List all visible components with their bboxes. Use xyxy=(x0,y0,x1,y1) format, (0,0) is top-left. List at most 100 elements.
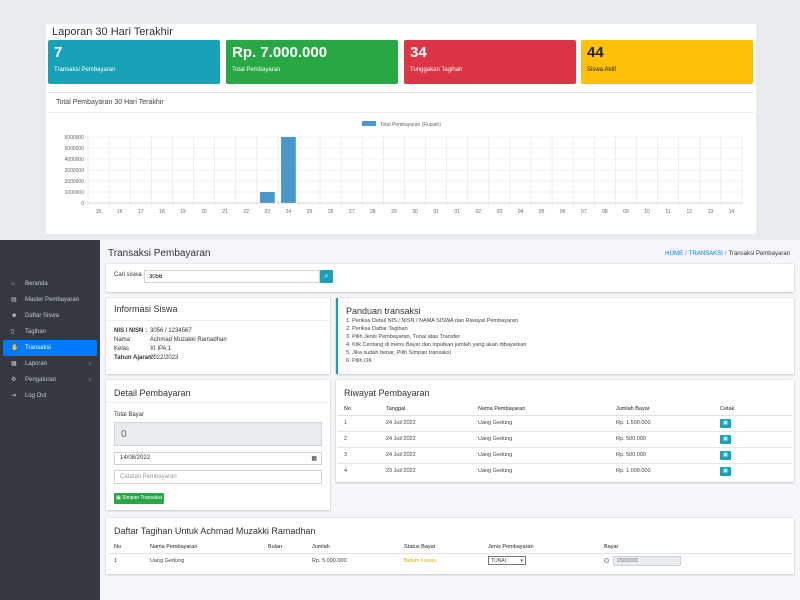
payment-type-value: TUNAI xyxy=(491,558,506,565)
chevron-left-icon: ‹ xyxy=(89,361,91,367)
save-transaction-label: Simpan Transaksi xyxy=(122,495,162,501)
legend-swatch xyxy=(362,121,376,126)
total-pay-field: 0 xyxy=(114,422,322,446)
info-key: Tahun Ajaran : xyxy=(114,355,156,361)
info-value: Achmad Muzakki Ramadhan xyxy=(150,337,227,343)
sidebar-item-pengaturan[interactable]: ⚙ Pengaturan ‹ xyxy=(3,372,97,388)
guide-step: 1. Periksa Detail NIS / NISN / NAMA SISW… xyxy=(346,318,518,324)
table-header-row: No Nama Pembayaran Bulan Jumlah Status B… xyxy=(108,542,792,554)
x-tick-label: 28 xyxy=(370,209,376,215)
payment-type-select[interactable]: TUNAI ▾ xyxy=(488,556,526,566)
pay-checkbox[interactable] xyxy=(604,557,609,563)
bill-pay-cell: 1500000 xyxy=(598,552,792,568)
y-tick-label: 4000000 xyxy=(65,157,85,163)
breadcrumb-separator: / xyxy=(724,251,727,257)
stat-value: 44 xyxy=(587,44,604,61)
history-name: Uang Gedung xyxy=(472,414,610,431)
sidebar-item-beranda[interactable]: ⌂ Beranda xyxy=(3,276,97,292)
report-title: Laporan 30 Hari Terakhir xyxy=(52,26,173,38)
total-pay-label: Total Bayar xyxy=(114,412,145,418)
y-tick-label: 6000000 xyxy=(65,135,85,141)
sidebar-item-daftar-siswa[interactable]: ☻ Daftar Siswa xyxy=(3,308,97,324)
sidebar-item-laporan[interactable]: ▦ Laporan ‹ xyxy=(3,356,97,372)
x-tick-label: 15 xyxy=(96,209,102,215)
chevron-left-icon: ‹ xyxy=(89,377,91,383)
print-icon: ▣ xyxy=(723,435,728,442)
student-search-input[interactable] xyxy=(144,270,320,283)
save-transaction-button[interactable]: ▣ Simpan Transaksi xyxy=(114,493,164,504)
history-no: 4 xyxy=(338,462,380,479)
info-value: XI IPA 1 xyxy=(150,346,172,352)
print-icon: ▣ xyxy=(723,451,728,458)
col-header: Jumlah xyxy=(306,542,398,554)
x-tick-label: 29 xyxy=(391,209,397,215)
history-amount: Rp. 1.500.000 xyxy=(610,414,714,431)
table-row: 1 Uang Gedung Rp. 5.000.000 Belum Lunas … xyxy=(108,552,792,568)
print-button[interactable]: ▣ xyxy=(720,450,731,460)
stat-label: Transaksi Pembayaran xyxy=(54,67,116,73)
x-tick-label: 17 xyxy=(138,209,144,215)
pay-amount-input[interactable]: 1500000 xyxy=(612,555,681,566)
payment-date-value: 14/08/2022 xyxy=(120,455,151,461)
x-tick-label: 16 xyxy=(117,209,123,215)
x-tick-label: 30 xyxy=(412,209,418,215)
x-tick-label: 25 xyxy=(307,209,313,215)
main-content: Transaksi Pembayaran HOME / TRANSAKSI / Tran… xyxy=(100,240,800,600)
print-button[interactable]: ▣ xyxy=(720,418,731,428)
print-button[interactable]: ▣ xyxy=(720,434,731,444)
col-header: Tanggal xyxy=(380,404,472,416)
x-tick-label: 06 xyxy=(560,209,566,215)
sidebar-item-label: Pengaturan xyxy=(25,377,57,383)
breadcrumb-current: Transaksi Pembayaran xyxy=(728,251,790,257)
x-tick-label: 23 xyxy=(265,209,271,215)
sidebar-item-label: Tagihan xyxy=(25,329,47,335)
breadcrumb-separator: / xyxy=(685,251,687,257)
col-header: Bayar xyxy=(598,542,792,554)
table-header-row: No Tanggal Nama Pembayaran Jumlah Bayar … xyxy=(338,404,792,416)
history-amount: Rp. 1.000.000 xyxy=(610,462,714,479)
history-date: 24 Juli 2022 xyxy=(380,446,472,463)
history-no: 2 xyxy=(338,430,380,447)
table-row: 3 24 Juli 2022 Uang Gedung Rp. 500.000 ▣ xyxy=(338,446,792,463)
payment-history-body: 1 24 Juli 2022 Uang Gedung Rp. 1.500.000 ▣ 2 2… xyxy=(338,414,792,479)
x-tick-label: 01 xyxy=(454,209,460,215)
history-date: 24 Juli 2022 xyxy=(380,414,472,431)
bill-table: No Nama Pembayaran Bulan Jumlah Status B… xyxy=(108,542,792,568)
col-header: No xyxy=(338,404,380,416)
sidebar-item-transaksi[interactable]: ✋ Transaksi xyxy=(3,340,97,356)
sidebar-item-master-pembayaran[interactable]: ▤ Master Pembayaran xyxy=(3,292,97,308)
payment-note-input[interactable]: Catatan Pembayaran xyxy=(114,470,322,484)
x-tick-label: 05 xyxy=(539,209,545,215)
x-tick-label: 22 xyxy=(243,209,249,215)
sidebar-item-tagihan[interactable]: ▯ Tagihan xyxy=(3,324,97,340)
x-tick-label: 09 xyxy=(623,209,629,215)
x-tick-label: 04 xyxy=(518,209,524,215)
col-header: Jumlah Bayar xyxy=(610,404,714,416)
payment-date-field[interactable]: 14/08/2022 ▦ xyxy=(114,452,322,465)
logout-icon: ⇥ xyxy=(11,393,17,399)
gear-icon: ⚙ xyxy=(11,377,17,383)
breadcrumb-transaksi[interactable]: TRANSAKSI xyxy=(688,251,723,257)
x-tick-label: 26 xyxy=(328,209,334,215)
info-key: Kelas xyxy=(114,346,130,352)
stat-value: 34 xyxy=(410,44,427,61)
chart-title: Total Pembayaran 30 Hari Terakhir xyxy=(56,99,164,106)
y-tick-label: 1000000 xyxy=(65,190,85,196)
sidebar-item-label: Master Pembayaran xyxy=(25,297,80,303)
bill-list-title: Daftar Tagihan Untuk Achmad Muzakki Rama… xyxy=(114,526,316,536)
sidebar-nav: ⌂ Beranda ▤ Master Pembayaran ☻ Daftar Siswa ▯… xyxy=(0,276,100,404)
x-tick-label: 07 xyxy=(581,209,587,215)
sidebar-item-log-out[interactable]: ⇥ Log Out xyxy=(3,388,97,404)
print-button[interactable]: ▣ xyxy=(720,466,731,476)
x-tick-label: 18 xyxy=(159,209,165,215)
search-icon: ⌕ xyxy=(324,273,329,280)
x-tick-label: 02 xyxy=(476,209,482,215)
payment-history-title: Riwayat Pembayaran xyxy=(344,388,430,398)
history-name: Uang Gedung xyxy=(472,462,610,479)
search-button[interactable]: ⌕ xyxy=(320,270,333,283)
calendar-icon[interactable]: ▦ xyxy=(311,456,317,462)
table-row: 1 24 Juli 2022 Uang Gedung Rp. 1.500.000 ▣ xyxy=(338,414,792,431)
breadcrumb-home[interactable]: HOME xyxy=(665,251,684,257)
sidebar-item-label: Laporan xyxy=(25,361,48,367)
guide-step: 6. Pilih OK xyxy=(346,358,372,364)
